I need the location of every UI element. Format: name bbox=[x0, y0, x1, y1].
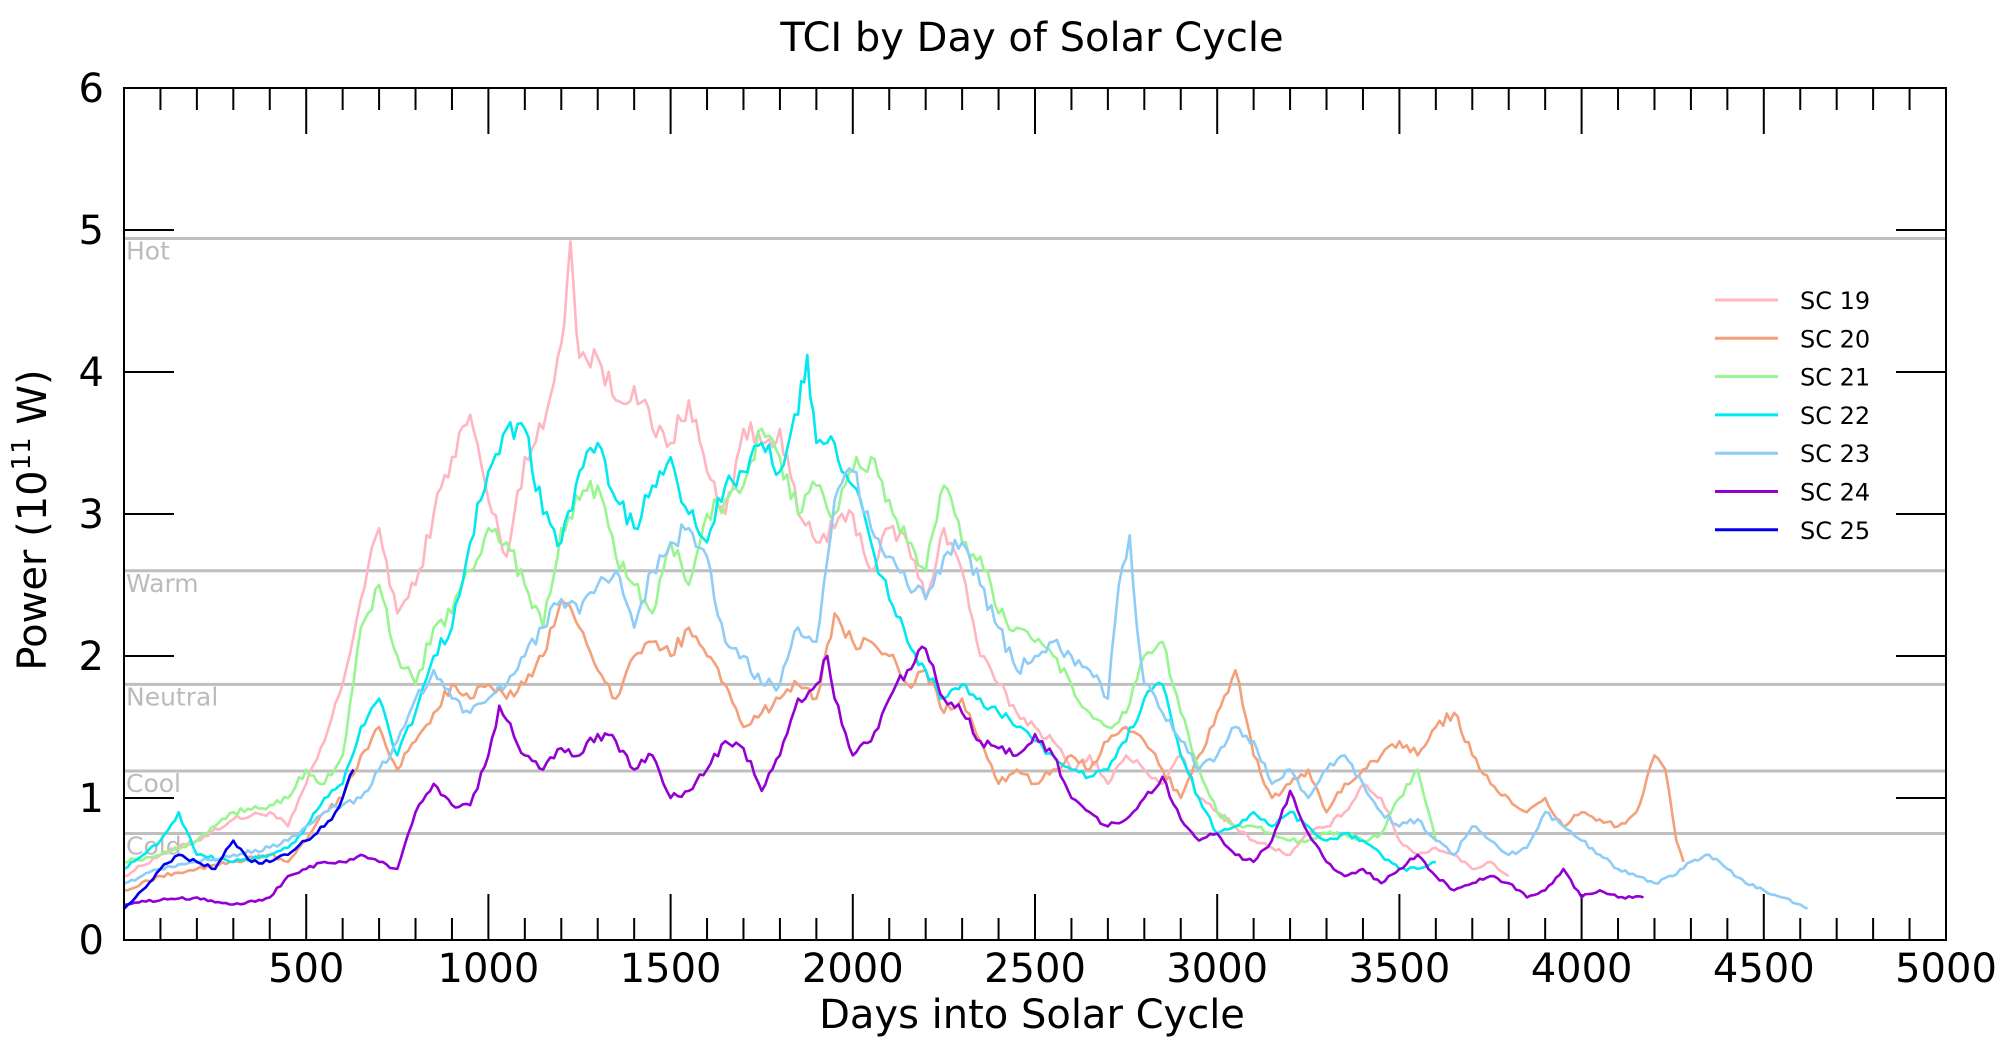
x-tick-label: 1000 bbox=[438, 946, 540, 992]
y-tick-label: 0 bbox=[79, 918, 104, 964]
legend-label: SC 24 bbox=[1800, 479, 1870, 507]
y-tick-label: 4 bbox=[79, 350, 104, 396]
series-line-sc-24 bbox=[123, 645, 1644, 906]
series-line-sc-23 bbox=[123, 467, 1809, 910]
threshold-label-warm: Warm bbox=[126, 569, 199, 598]
series-line-sc-21 bbox=[123, 427, 1438, 864]
x-tick-label: 5000 bbox=[1895, 946, 1997, 992]
y-tick-label: 3 bbox=[79, 492, 104, 538]
x-tick-label: 4500 bbox=[1713, 946, 1815, 992]
threshold-label-cool: Cool bbox=[126, 769, 181, 798]
x-tick-label: 2500 bbox=[984, 946, 1086, 992]
legend-label: SC 25 bbox=[1800, 517, 1870, 545]
threshold-label-neutral: Neutral bbox=[126, 682, 218, 711]
legend: SC 19 SC 20 SC 21 SC 22 SC 23 SC 24 SC 25 bbox=[1715, 287, 1870, 545]
legend-label: SC 19 bbox=[1800, 287, 1870, 315]
legend-label: SC 23 bbox=[1800, 440, 1870, 468]
x-tick-label: 1500 bbox=[620, 946, 722, 992]
y-tick-label: 6 bbox=[79, 66, 104, 112]
series-lines bbox=[123, 240, 1809, 910]
y-tick-label: 2 bbox=[79, 634, 104, 680]
axis-ticks: 500 1000 1500 2000 2500 3000 3500 4000 4500 5000 0… bbox=[79, 66, 1997, 992]
x-axis-label: Days into Solar Cycle bbox=[819, 992, 1245, 1038]
chart-title: TCI by Day of Solar Cycle bbox=[779, 15, 1283, 61]
legend-label: SC 22 bbox=[1800, 402, 1870, 430]
legend-label: SC 20 bbox=[1800, 325, 1870, 353]
y-axis-label: Power (1011 W) bbox=[7, 369, 56, 670]
y-tick-label: 5 bbox=[79, 208, 104, 254]
x-tick-label: 2000 bbox=[802, 946, 904, 992]
legend-label: SC 21 bbox=[1800, 364, 1870, 392]
y-axis-label-main: Power (10 bbox=[10, 470, 56, 670]
x-tick-label: 3000 bbox=[1166, 946, 1268, 992]
threshold-label-hot: Hot bbox=[126, 237, 170, 266]
plot-frame bbox=[123, 87, 1947, 941]
y-axis-label-exponent: 11 bbox=[7, 437, 37, 470]
y-tick-label: 1 bbox=[79, 776, 104, 822]
series-line-sc-25 bbox=[123, 768, 355, 910]
x-tick-label: 4000 bbox=[1531, 946, 1633, 992]
x-tick-label: 3500 bbox=[1349, 946, 1451, 992]
series-line-sc-19 bbox=[123, 240, 1510, 878]
x-tick-label: 500 bbox=[268, 946, 344, 992]
y-axis-label-unit: W) bbox=[10, 369, 56, 437]
